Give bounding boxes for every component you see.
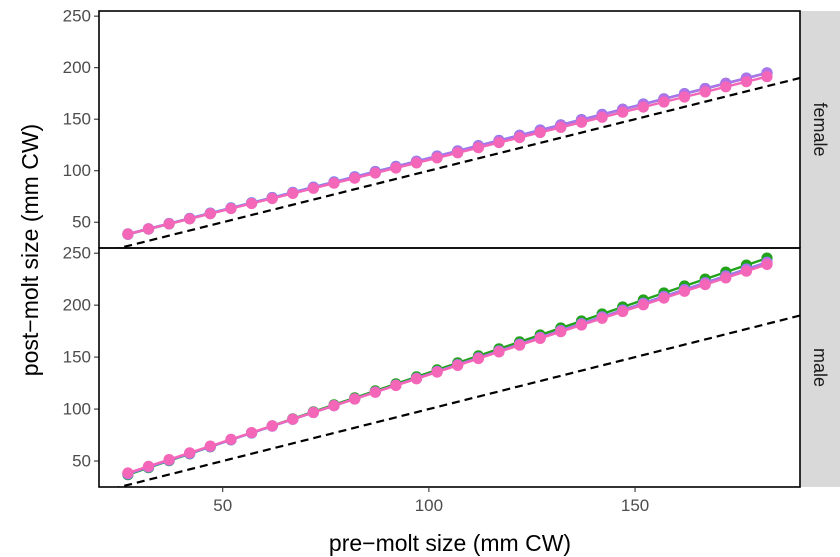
point-male-pink-127 (534, 332, 546, 344)
point-male-pink-117 (493, 346, 505, 358)
point-male-pink-87 (369, 386, 381, 398)
x-tick-label-150: 150 (621, 496, 649, 515)
x-axis-title: pre−molt size (mm CW) (329, 530, 571, 556)
point-female-pink-87 (369, 167, 381, 179)
point-male-pink-37 (163, 454, 175, 466)
point-male-pink-147 (617, 305, 629, 318)
point-male-pink-102 (431, 366, 443, 378)
reference-line-male (115, 314, 800, 487)
point-male-pink-112 (472, 353, 484, 365)
point-male-pink-72 (307, 406, 319, 419)
y-tick-label-male-100: 100 (63, 400, 91, 419)
point-male-pink-57 (246, 427, 258, 439)
point-female-pink-72 (307, 182, 319, 194)
point-male-pink-32 (142, 460, 155, 472)
point-female-pink-112 (472, 142, 484, 154)
reference-line-female (115, 76, 800, 248)
panel-female: female 50 100 150 200 250 (63, 7, 840, 249)
point-male-pink-167 (699, 279, 711, 291)
point-female-pink-62 (266, 192, 278, 205)
point-male-pink-172 (720, 272, 732, 284)
point-female-pink-82 (349, 172, 361, 184)
point-male-pink-107 (452, 359, 464, 371)
point-male-pink-182 (761, 258, 773, 270)
y-tick-label-female-250: 250 (63, 7, 91, 26)
point-female-pink-77 (328, 177, 340, 189)
point-female-pink-117 (493, 137, 505, 149)
point-male-pink-52 (225, 433, 237, 445)
point-female-pink-147 (617, 106, 629, 118)
y-tick-label-female-150: 150 (63, 110, 91, 129)
x-tick-label-50: 50 (213, 496, 232, 515)
point-female-pink-102 (431, 152, 443, 164)
point-male-pink-97 (410, 373, 423, 385)
point-female-pink-132 (555, 121, 567, 133)
y-tick-label-male-200: 200 (63, 296, 91, 315)
series-line-female-pink (127, 75, 768, 236)
series-line-male-pink (127, 263, 768, 475)
point-female-pink-172 (720, 81, 732, 93)
point-male-pink-177 (740, 265, 753, 277)
panels: female 50 100 150 200 250 male 50 100 150 200 250 (63, 7, 840, 488)
point-female-pink-122 (514, 132, 526, 144)
point-female-pink-32 (142, 223, 155, 235)
strip-female (800, 11, 840, 248)
point-male-pink-162 (678, 285, 691, 297)
point-male-pink-157 (658, 292, 670, 304)
point-male-pink-122 (514, 339, 526, 351)
point-male-pink-132 (555, 326, 567, 338)
x-axis: 50 100 150 (213, 487, 649, 515)
point-male-pink-77 (328, 400, 340, 412)
strip-label-female: female (810, 102, 830, 156)
point-female-pink-107 (452, 147, 464, 159)
y-tick-label-male-50: 50 (72, 452, 91, 471)
point-female-pink-152 (637, 101, 649, 113)
strip-male (800, 248, 840, 487)
point-female-pink-97 (410, 157, 423, 169)
point-male-pink-142 (596, 312, 608, 324)
point-male-pink-42 (184, 447, 196, 459)
y-tick-label-female-50: 50 (72, 213, 91, 232)
panel-border-male (98, 247, 801, 488)
point-male-pink-47 (204, 440, 216, 452)
y-axis-title: post−molt size (mm CW) (17, 124, 43, 376)
point-female-pink-27 (122, 228, 134, 240)
point-female-pink-182 (761, 71, 773, 83)
x-tick-label-100: 100 (415, 496, 443, 515)
point-female-pink-92 (390, 162, 402, 174)
panel-border-female (98, 10, 801, 249)
y-tick-label-female-100: 100 (63, 161, 91, 180)
point-male-pink-152 (637, 299, 649, 311)
point-female-pink-57 (246, 197, 258, 210)
point-female-pink-177 (740, 76, 753, 88)
point-female-pink-52 (225, 203, 237, 215)
y-tick-label-male-150: 150 (63, 348, 91, 367)
point-female-pink-42 (184, 213, 196, 225)
point-female-pink-162 (678, 91, 691, 103)
y-tick-label-male-250: 250 (63, 244, 91, 263)
point-male-pink-27 (122, 467, 134, 479)
point-male-pink-137 (575, 319, 588, 331)
point-female-pink-127 (534, 126, 546, 139)
point-female-pink-67 (287, 187, 299, 199)
point-female-pink-47 (204, 208, 216, 220)
strip-label-male: male (810, 348, 830, 387)
panel-male: male 50 100 150 200 250 (63, 244, 840, 488)
point-female-pink-157 (658, 96, 670, 108)
point-male-pink-92 (390, 379, 402, 392)
point-female-pink-37 (163, 218, 175, 230)
point-male-pink-67 (287, 413, 299, 425)
point-female-pink-167 (699, 86, 711, 98)
point-female-pink-142 (596, 111, 608, 123)
y-tick-label-female-200: 200 (63, 58, 91, 77)
point-male-pink-82 (349, 393, 361, 405)
point-male-pink-62 (266, 420, 278, 432)
point-female-pink-137 (575, 116, 588, 128)
